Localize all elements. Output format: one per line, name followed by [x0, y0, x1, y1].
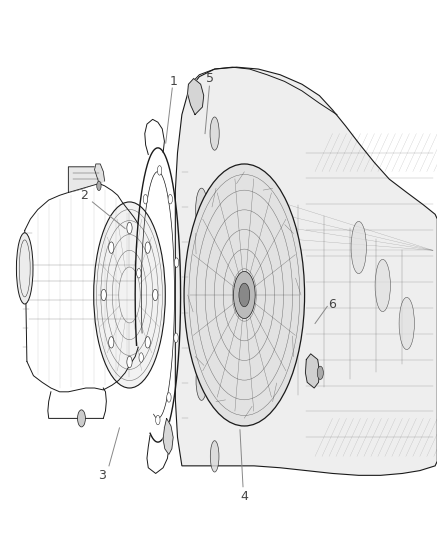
Circle shape	[109, 242, 114, 253]
Text: 3: 3	[98, 469, 106, 482]
Circle shape	[109, 337, 114, 348]
Ellipse shape	[196, 188, 208, 231]
Circle shape	[143, 195, 148, 204]
Circle shape	[139, 353, 143, 362]
Circle shape	[233, 271, 255, 319]
Circle shape	[101, 289, 106, 301]
Ellipse shape	[210, 441, 219, 472]
Circle shape	[317, 366, 323, 379]
Circle shape	[137, 269, 141, 278]
Circle shape	[145, 242, 150, 253]
Polygon shape	[68, 167, 103, 192]
Text: 2: 2	[81, 189, 88, 202]
Circle shape	[127, 222, 132, 233]
Polygon shape	[175, 67, 437, 475]
Polygon shape	[305, 354, 319, 388]
Circle shape	[127, 356, 132, 368]
Circle shape	[174, 258, 179, 268]
Ellipse shape	[16, 233, 33, 304]
Circle shape	[168, 195, 173, 204]
Circle shape	[239, 283, 250, 307]
Circle shape	[184, 164, 304, 426]
Circle shape	[78, 410, 85, 427]
Circle shape	[174, 333, 178, 343]
Polygon shape	[163, 418, 173, 455]
Text: 6: 6	[328, 298, 336, 311]
Ellipse shape	[94, 202, 165, 388]
Ellipse shape	[375, 260, 390, 312]
Circle shape	[153, 289, 158, 301]
Ellipse shape	[196, 360, 207, 400]
Polygon shape	[187, 78, 204, 115]
Ellipse shape	[351, 221, 366, 273]
Text: 5: 5	[206, 72, 214, 85]
Circle shape	[155, 415, 160, 425]
Circle shape	[97, 181, 101, 191]
Polygon shape	[95, 164, 105, 183]
Circle shape	[157, 166, 162, 175]
Circle shape	[145, 337, 150, 348]
Ellipse shape	[399, 297, 414, 350]
Text: 1: 1	[169, 75, 177, 88]
Circle shape	[167, 393, 171, 402]
Text: 4: 4	[240, 490, 248, 503]
Ellipse shape	[210, 117, 219, 150]
